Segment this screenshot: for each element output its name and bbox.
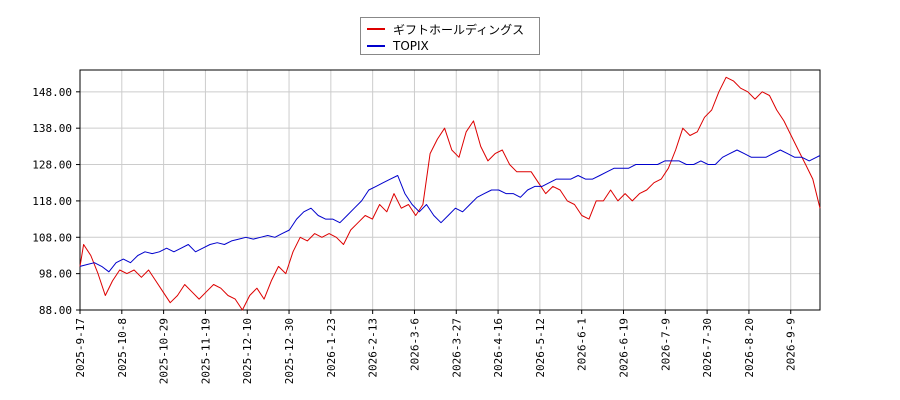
y-axis: 88.00 98.00 108.00 118.00 128.00 138.00 148.00 [32,86,80,317]
x-tick-label: 2026-9-9 [785,318,798,371]
x-tick-label: 2025-11-19 [199,318,212,384]
y-tick-label: 88.00 [39,304,72,317]
x-tick-label: 2025-10-8 [116,318,129,378]
legend: ギフトホールディングス TOPIX [360,17,540,55]
x-tick-label: 2026-7-30 [701,318,714,378]
y-tick-label: 148.00 [32,86,72,99]
legend-label-gift-holdings: ギフトホールディングス [393,22,525,37]
y-tick-label: 128.00 [32,159,72,172]
x-tick-label: 2026-5-12 [534,318,547,378]
series-line-gift-holdings [79,76,821,311]
grid [79,70,820,311]
legend-item-topix: TOPIX [361,37,429,55]
y-tick-label: 118.00 [32,195,72,208]
x-tick-label: 2026-3-27 [450,318,463,378]
series-layer [79,76,821,311]
y-tick-label: 108.00 [32,231,72,244]
x-tick-label: 2026-1-23 [325,318,338,378]
plot-area-frame [79,69,821,311]
x-tick-label: 2026-4-16 [492,318,505,378]
y-tick-label: 138.00 [32,122,72,135]
y-tick-label: 98.00 [39,268,72,281]
x-tick-label: 2026-8-20 [743,318,756,378]
x-axis: 2025-9-17 2025-10-8 2025-10-29 2025-11-19 20… [74,310,798,384]
x-tick-label: 2025-12-10 [241,318,254,384]
legend-label-topix: TOPIX [393,39,429,53]
x-tick-label: 2025-12-30 [283,318,296,384]
legend-item-gift-holdings: ギフトホールディングス [361,20,524,38]
x-tick-label: 2026-7-9 [659,318,672,371]
x-tick-label: 2026-6-19 [618,318,631,378]
x-tick-label: 2026-6-1 [576,318,589,371]
x-tick-label: 2026-3-6 [408,318,421,371]
x-tick-label: 2025-9-17 [74,318,87,378]
x-tick-label: 2026-2-13 [367,318,380,378]
legend-swatch-red [367,28,385,30]
x-tick-label: 2025-10-29 [158,318,171,384]
legend-swatch-blue [367,45,385,47]
series-line-topix [79,149,821,273]
